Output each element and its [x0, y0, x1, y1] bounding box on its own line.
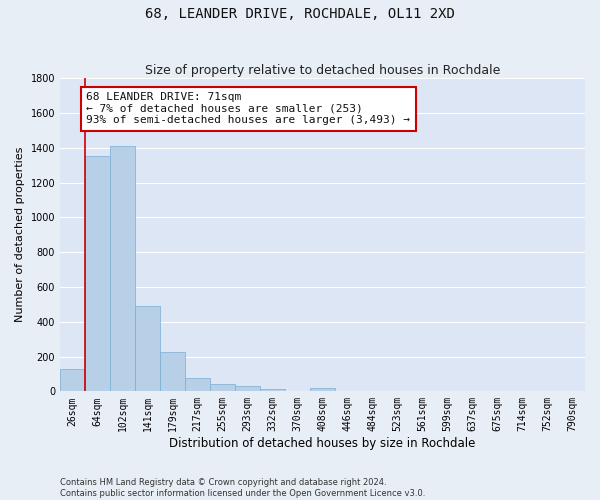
- Bar: [235, 386, 260, 392]
- Bar: [110, 146, 135, 392]
- Bar: [310, 388, 335, 392]
- Bar: [135, 306, 160, 392]
- Text: 68, LEANDER DRIVE, ROCHDALE, OL11 2XD: 68, LEANDER DRIVE, ROCHDALE, OL11 2XD: [145, 8, 455, 22]
- Bar: [260, 388, 285, 392]
- Title: Size of property relative to detached houses in Rochdale: Size of property relative to detached ho…: [145, 64, 500, 77]
- Bar: [85, 156, 110, 392]
- Bar: [185, 378, 210, 392]
- Bar: [210, 384, 235, 392]
- Bar: [160, 352, 185, 392]
- Text: 68 LEANDER DRIVE: 71sqm
← 7% of detached houses are smaller (253)
93% of semi-de: 68 LEANDER DRIVE: 71sqm ← 7% of detached…: [86, 92, 410, 126]
- X-axis label: Distribution of detached houses by size in Rochdale: Distribution of detached houses by size …: [169, 437, 476, 450]
- Text: Contains HM Land Registry data © Crown copyright and database right 2024.
Contai: Contains HM Land Registry data © Crown c…: [60, 478, 425, 498]
- Y-axis label: Number of detached properties: Number of detached properties: [15, 147, 25, 322]
- Bar: [60, 368, 85, 392]
